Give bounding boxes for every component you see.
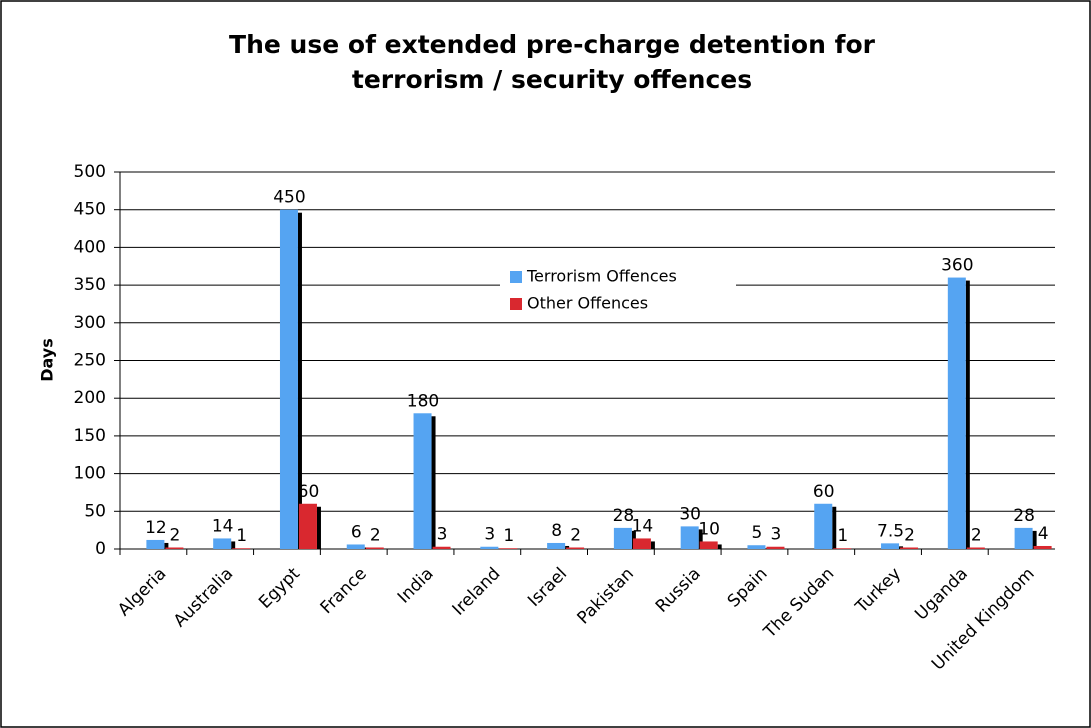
bar <box>432 546 451 549</box>
bar <box>947 277 966 549</box>
data-label: 360 <box>941 256 973 276</box>
bar <box>232 548 251 549</box>
bar-shadow <box>316 506 321 549</box>
legend-label: Terrorism Offences <box>526 267 677 286</box>
bar <box>632 538 651 549</box>
data-label: 2 <box>971 525 982 545</box>
bar <box>279 209 298 549</box>
legend-label: Other Offences <box>527 294 648 313</box>
data-label: 10 <box>698 519 720 539</box>
data-label: 12 <box>145 518 167 538</box>
bar-shadow <box>431 416 436 549</box>
data-label: 8 <box>551 521 562 541</box>
data-label: 1 <box>503 526 514 546</box>
bar <box>613 527 632 549</box>
data-label: 2 <box>904 525 915 545</box>
legend-swatch <box>510 271 522 283</box>
bar <box>766 546 785 549</box>
bar <box>365 547 384 549</box>
data-label: 180 <box>407 391 439 411</box>
chart-title: The use of extended pre-charge detention… <box>229 30 876 94</box>
bar <box>480 546 499 549</box>
bar <box>1014 527 1033 549</box>
bar <box>547 542 566 549</box>
data-label: 60 <box>298 482 320 502</box>
data-label: 6 <box>351 522 362 542</box>
data-label: 4 <box>1038 524 1049 544</box>
data-label: 7.5 <box>877 521 904 541</box>
data-label: 30 <box>679 504 701 524</box>
bar <box>566 547 585 549</box>
data-label: 450 <box>273 188 305 208</box>
bar <box>298 503 317 549</box>
bar-shadow <box>965 280 970 549</box>
bar-shadow <box>698 529 703 549</box>
bar <box>966 547 985 549</box>
data-label: 2 <box>570 525 581 545</box>
y-tick-label: 450 <box>74 200 106 220</box>
bar <box>747 545 766 549</box>
bar <box>814 503 833 549</box>
data-label: 60 <box>813 482 835 502</box>
y-tick-label: 0 <box>95 539 106 559</box>
legend-swatch <box>510 298 522 310</box>
y-tick-label: 100 <box>74 464 106 484</box>
bar <box>680 526 699 549</box>
data-label: 2 <box>169 525 180 545</box>
y-tick-label: 200 <box>74 388 106 408</box>
bar-shadow <box>231 541 236 549</box>
bar <box>900 547 919 549</box>
data-label: 3 <box>437 525 448 545</box>
data-label: 3 <box>771 525 782 545</box>
bar <box>881 543 900 549</box>
bar <box>213 538 232 549</box>
bar <box>413 413 432 549</box>
data-label: 5 <box>752 523 763 543</box>
bar <box>699 541 718 549</box>
bar-shadow <box>164 542 169 549</box>
data-label: 2 <box>370 525 381 545</box>
bar <box>499 548 518 549</box>
bar-shadow <box>1032 530 1037 549</box>
bar-shadow <box>832 506 837 549</box>
data-label: 1 <box>837 526 848 546</box>
bar-shadow <box>565 545 570 549</box>
bar <box>146 539 165 549</box>
y-tick-label: 500 <box>74 162 106 182</box>
legend-box <box>500 262 736 320</box>
bar-shadow <box>650 541 655 549</box>
data-label: 1 <box>236 526 247 546</box>
y-tick-label: 250 <box>74 351 106 371</box>
bar <box>346 544 365 549</box>
y-tick-label: 350 <box>74 275 106 295</box>
data-label: 28 <box>613 506 635 526</box>
bar-shadow <box>297 212 302 549</box>
data-label: 28 <box>1013 506 1035 526</box>
bar-shadow <box>717 544 722 549</box>
bar <box>833 548 852 549</box>
data-label: 3 <box>484 525 495 545</box>
y-tick-label: 400 <box>74 237 106 257</box>
y-tick-label: 150 <box>74 426 106 446</box>
data-label: 14 <box>632 516 654 536</box>
bar <box>165 547 184 549</box>
y-axis-label: Days <box>38 338 57 382</box>
bar <box>1033 545 1052 549</box>
y-tick-label: 300 <box>74 313 106 333</box>
data-label: 14 <box>212 516 234 536</box>
y-tick-label: 50 <box>84 501 106 521</box>
